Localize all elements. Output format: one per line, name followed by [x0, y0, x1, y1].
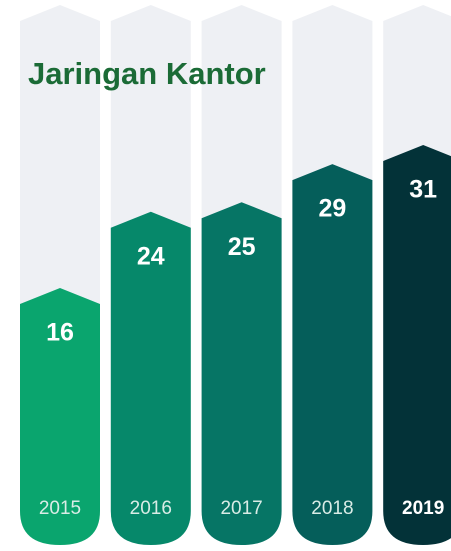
bar — [383, 145, 451, 545]
bar — [292, 164, 373, 546]
x-tick-label: 2018 — [311, 498, 353, 519]
value-label: 24 — [137, 242, 165, 270]
bar — [20, 288, 100, 545]
value-label: 29 — [318, 195, 346, 223]
chart-title: Jaringan Kantor — [28, 56, 266, 91]
x-tick-label: 2015 — [39, 498, 81, 519]
columns — [20, 5, 451, 546]
value-label: 25 — [228, 233, 256, 261]
x-tick-label: 2017 — [220, 498, 262, 519]
value-label: 16 — [46, 319, 74, 347]
bar — [110, 211, 191, 545]
bar — [201, 202, 282, 545]
x-tick-label: 2019 — [402, 498, 444, 519]
x-tick-label: 2016 — [130, 498, 172, 519]
value-label: 31 — [409, 176, 437, 204]
